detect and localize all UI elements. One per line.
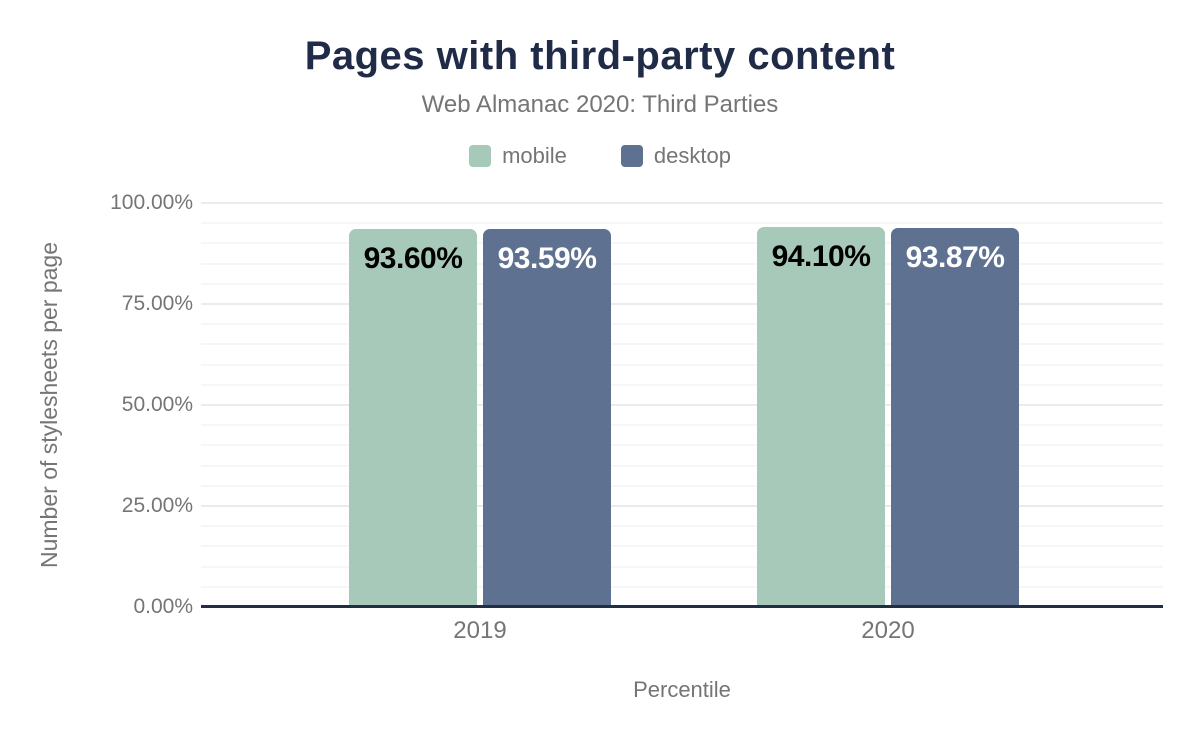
minor-gridline-65 [201,343,1163,345]
minor-gridline-45 [201,424,1163,426]
minor-gridline-85 [201,263,1163,265]
minor-gridline-40 [201,444,1163,446]
minor-gridline-15 [201,545,1163,547]
minor-gridline-55 [201,384,1163,386]
x-axis-title: Percentile [633,677,731,702]
legend-swatch-desktop [620,145,643,167]
bar-mobile-2019: 93.60% [349,229,477,607]
bar-value-label: 93.87% [905,241,1005,274]
y-tick-label-50: 50.00% [121,393,193,416]
bar-desktop-2019: 93.59% [483,229,611,607]
legend: mobile desktop [0,143,1200,169]
legend-item-desktop: desktop [620,143,731,169]
bar-value-label: 94.10% [771,240,871,273]
minor-gridline-5 [201,586,1163,588]
major-gridline-50 [201,404,1163,406]
y-tick-label-25: 25.00% [121,494,193,517]
chart-subtitle: Web Almanac 2020: Third Parties [421,91,779,118]
legend-label: desktop [653,143,731,168]
minor-gridline-35 [201,465,1163,467]
major-gridline-25 [201,505,1163,507]
x-tick-label-2020: 2020 [861,617,915,644]
bar-desktop-2020: 93.87% [891,228,1019,607]
y-tick-label-100: 100.00% [110,191,193,214]
major-gridline-75 [201,303,1163,305]
minor-gridline-80 [201,283,1163,285]
plot-area: 93.60% 93.59% 94.10% 93.87% [201,202,1163,608]
bar-mobile-2020: 94.10% [757,227,885,607]
x-tick-label-2019: 2019 [453,617,507,644]
minor-gridline-20 [201,525,1163,527]
y-tick-label-75: 75.00% [121,292,193,315]
legend-swatch-mobile [469,145,492,167]
minor-gridline-70 [201,323,1163,325]
x-axis-line [201,605,1163,608]
chart-title: Pages with third-party content [304,34,896,78]
y-tick-label-0: 0.00% [133,595,193,618]
legend-item-mobile: mobile [469,143,567,169]
legend-label: mobile [502,143,567,168]
bar-value-label: 93.60% [363,242,463,275]
minor-gridline-95 [201,222,1163,224]
minor-gridline-60 [201,364,1163,366]
minor-gridline-90 [201,242,1163,244]
minor-gridline-10 [201,566,1163,568]
major-gridline-100 [201,202,1163,204]
minor-gridline-30 [201,485,1163,487]
y-axis-title: Number of stylesheets per page [36,242,62,569]
bar-value-label: 93.59% [497,242,597,275]
